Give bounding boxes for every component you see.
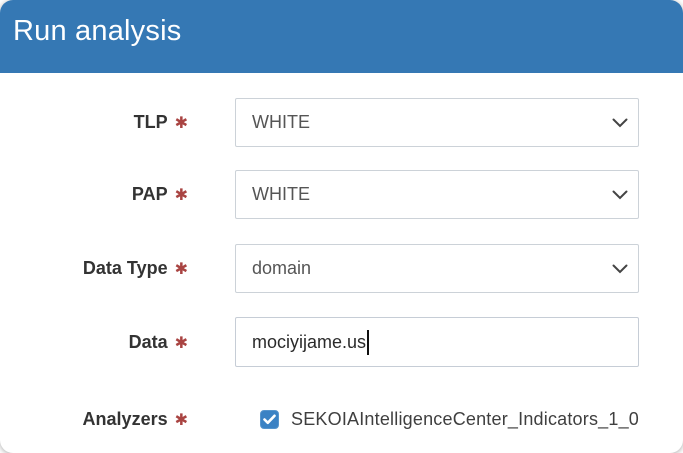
tlp-select[interactable]: WHITE <box>235 98 639 147</box>
datatype-label: Data Type ✱ <box>82 258 188 278</box>
tlp-select-value: WHITE <box>252 112 310 132</box>
required-asterisk: ✱ <box>174 115 188 132</box>
required-asterisk: ✱ <box>174 187 188 204</box>
chevron-down-icon <box>612 264 628 274</box>
field-row-pap: PAP ✱ WHITE <box>0 170 683 219</box>
analyzer-name[interactable]: SEKOIAIntelligenceCenter_Indicators_1_0 <box>291 408 640 429</box>
page-title: Run analysis <box>13 15 182 47</box>
dialog-header: Run analysis <box>0 0 683 73</box>
data-label: Data ✱ <box>128 331 188 352</box>
chevron-down-icon <box>612 118 628 128</box>
tlp-label: TLP ✱ <box>133 112 188 132</box>
text-cursor <box>367 329 369 355</box>
data-input[interactable]: mociyijame.us <box>235 317 639 367</box>
required-asterisk: ✱ <box>174 334 188 352</box>
field-row-data: Data ✱ mociyijame.us <box>0 317 683 367</box>
field-row-tlp: TLP ✱ WHITE <box>0 98 683 147</box>
check-icon <box>263 414 276 424</box>
datatype-select-value: domain <box>252 258 312 278</box>
chevron-down-icon <box>612 190 628 200</box>
required-asterisk: ✱ <box>174 261 188 278</box>
pap-select[interactable]: WHITE <box>235 170 639 219</box>
analyzer-checkbox[interactable] <box>260 409 279 429</box>
run-analysis-form: TLP ✱ WHITE PAP ✱ WHITE <box>0 73 683 447</box>
pap-select-value: WHITE <box>252 184 310 204</box>
field-row-analyzers: Analyzers ✱ SEKOIAIntelligenceCenter_Indi… <box>0 391 683 447</box>
field-row-datatype: Data Type ✱ domain <box>0 244 683 293</box>
required-asterisk: ✱ <box>174 411 188 429</box>
datatype-select[interactable]: domain <box>235 244 639 293</box>
data-input-value: mociyijame.us <box>252 331 367 352</box>
analyzers-label: Analyzers ✱ <box>82 408 188 429</box>
pap-label: PAP ✱ <box>131 184 188 204</box>
